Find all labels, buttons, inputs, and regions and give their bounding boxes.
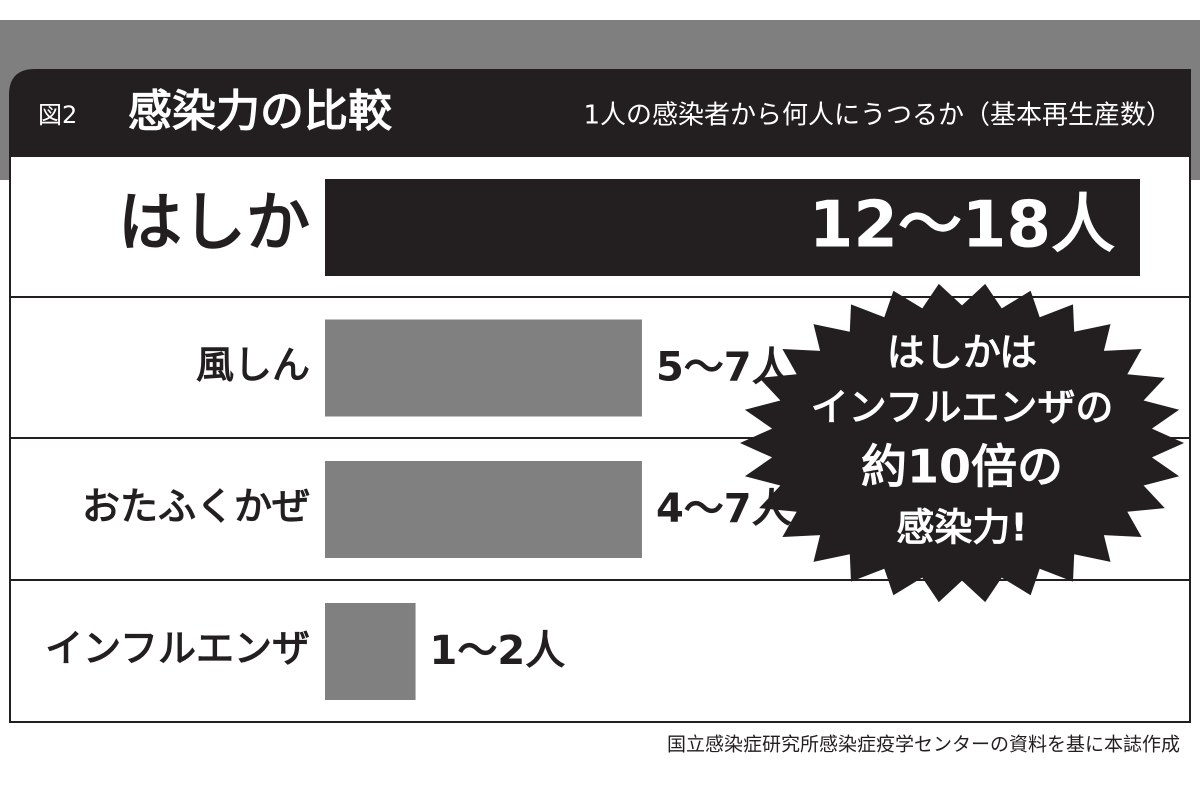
value-label: 12～18人 [809,189,1115,263]
callout-line: インフルエンザの [811,386,1114,430]
callout-line: はしかは [887,331,1037,375]
starburst [740,283,1184,603]
callout-line: 感染力! [896,506,1027,550]
subtitle: 1人の感染者から何人にうつるか（基本再生産数） [583,101,1172,131]
bar [325,461,642,558]
bar [325,603,416,700]
bar [325,319,642,417]
source: 国立感染症研究所感染症疫学センターの資料を基に本誌作成 [667,734,1180,756]
callout-line: 約10倍の [861,440,1063,494]
bar [325,179,1140,276]
figure-label: 図2 [38,101,77,129]
category-label: はしか [118,187,310,261]
category-label: 風しん [196,343,310,387]
chart-title: 感染力の比較 [128,86,393,137]
header [10,70,1190,157]
category-label: インフルエンザ [45,627,310,671]
category-label: おたふくかぜ [82,485,310,529]
value-label: 1～2人 [430,628,566,674]
